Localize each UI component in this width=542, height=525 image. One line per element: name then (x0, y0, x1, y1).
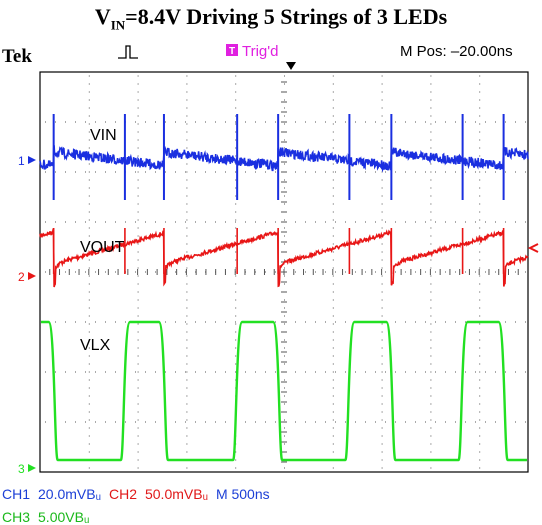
ch2-marker-arrow (28, 272, 36, 280)
trigger-badge-letter: T (229, 46, 235, 57)
trigger-position-icon (286, 62, 296, 70)
m-pos-readout: M Pos: –20.00ns (400, 43, 513, 60)
trace-vlx (41, 320, 527, 462)
readout-1-4: M 500ns (216, 486, 270, 502)
trace-vin (39, 144, 529, 173)
series-label-vlx: VLX (80, 337, 111, 354)
trace-vout (39, 228, 529, 288)
ch2-marker-label: 2 (18, 270, 25, 284)
ch1-marker-arrow (28, 156, 36, 164)
brand-label: Tek (2, 46, 32, 67)
chart-title: VIN=8.4V Driving 5 Strings of 3 LEDs (94, 4, 448, 33)
readout-2-1: 5.00VBᵤ (38, 509, 89, 525)
ch1-marker-label: 1 (18, 154, 25, 168)
readout-1-1: 20.0mVBᵤ (38, 486, 101, 502)
ch3-marker-arrow (28, 464, 36, 472)
readout-1-3: 50.0mVBᵤ (145, 486, 208, 502)
acquisition-icon (118, 45, 138, 59)
graticule-frame (39, 71, 529, 473)
series-label-vin: VIN (90, 127, 117, 144)
trigger-badge (226, 44, 238, 56)
readout-1-2: CH2 (109, 486, 137, 502)
oscilloscope-display: Tek T Trig'd M Pos: –20.00ns VINVOUTVLX … (2, 43, 539, 525)
ch3-marker-label: 3 (18, 462, 25, 476)
ch2-right-marker (527, 243, 539, 253)
readout-2-0: CH3 (2, 509, 30, 525)
readout-1-0: CH1 (2, 486, 30, 502)
trigger-status: Trig'd (242, 43, 278, 60)
series-label-vout: VOUT (80, 239, 125, 256)
